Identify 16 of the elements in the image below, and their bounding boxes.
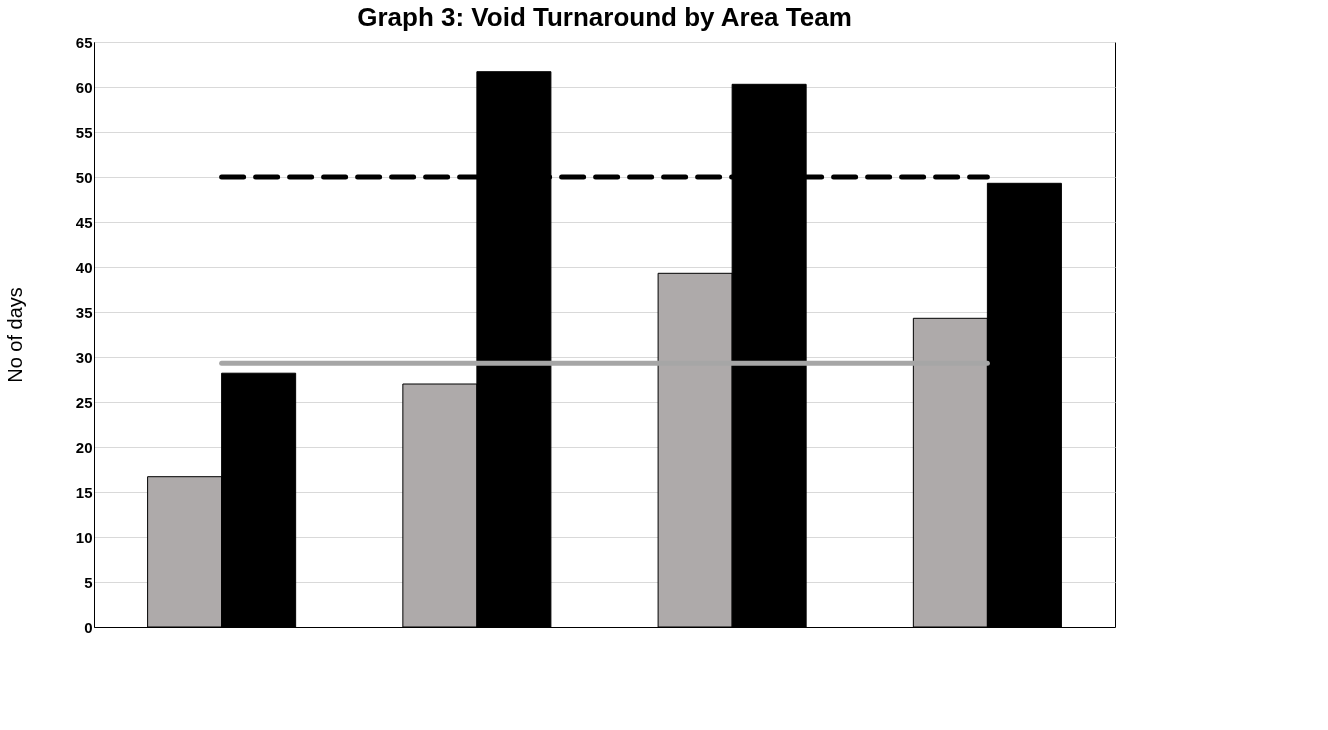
chart-title: Graph 3: Void Turnaround by Area Team — [357, 2, 852, 32]
y-tick-label: 10 — [75, 528, 93, 546]
y-tick-label: 20 — [75, 438, 93, 456]
y-tick-label: 35 — [75, 303, 93, 321]
y-tick-label: 0 — [84, 618, 93, 636]
y-tick-label: 15 — [75, 483, 93, 501]
y-tick-label: 30 — [75, 348, 93, 366]
y-axis-title: No of days — [3, 287, 26, 383]
y-tick-label: 65 — [75, 33, 93, 51]
y-tick-label: 55 — [75, 123, 93, 141]
y-tick-label: 50 — [75, 168, 93, 186]
y-tick-label: 5 — [84, 573, 93, 591]
y-tick-label: 25 — [75, 393, 93, 411]
y-tick-label: 60 — [75, 78, 93, 96]
y-tick-label: 45 — [75, 213, 93, 231]
y-tick-label: 40 — [75, 258, 93, 276]
